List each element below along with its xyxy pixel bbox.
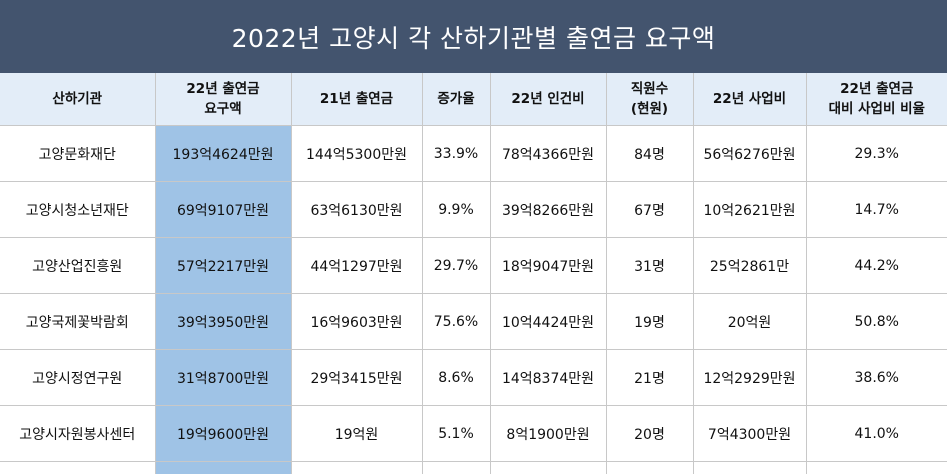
cell-22-personnel-cost: 14억8374만원 [490,350,606,406]
cell-21-contribution: 19억원 [291,406,422,462]
cell-staff-count: 19명 [606,294,693,350]
cell-22-project-cost: 12억2929만원 [693,350,806,406]
cell-22-project-cost: 25억2861만 [693,238,806,294]
cell-22-personnel-cost: 78억4366만원 [490,126,606,182]
table-row: 고양국제꽃박람회 39억3950만원 16억9603만원 75.6% 10억44… [0,294,947,350]
cell-increase-rate: 29.7% [422,238,490,294]
cell-empty [0,462,155,474]
cell-empty [693,462,806,474]
cell-21-contribution: 29억3415만원 [291,350,422,406]
cell-agency: 고양문화재단 [0,126,155,182]
cell-project-cost-ratio: 14.7% [806,182,947,238]
cell-increase-rate: 8.6% [422,350,490,406]
table-title: 2022년 고양시 각 산하기관별 출연금 요구액 [0,0,947,73]
cell-agency: 고양국제꽃박람회 [0,294,155,350]
cell-empty [606,462,693,474]
cell-agency: 고양시자원봉사센터 [0,406,155,462]
cell-agency: 고양산업진흥원 [0,238,155,294]
cell-project-cost-ratio: 50.8% [806,294,947,350]
cell-increase-rate: 33.9% [422,126,490,182]
cell-22-contribution-request: 193억4624만원 [155,126,291,182]
table-row: 고양산업진흥원 57억2217만원 44억1297만원 29.7% 18억904… [0,238,947,294]
cell-22-personnel-cost: 39억8266만원 [490,182,606,238]
table-row: 고양시자원봉사센터 19억9600만원 19억원 5.1% 8억1900만원 2… [0,406,947,462]
cell-agency: 고양시청소년재단 [0,182,155,238]
cell-empty [490,462,606,474]
cell-project-cost-ratio: 41.0% [806,406,947,462]
cell-22-personnel-cost: 10억4424만원 [490,294,606,350]
cell-22-project-cost: 20억원 [693,294,806,350]
header-21-contribution: 21년 출연금 [291,73,422,126]
header-22-project-cost: 22년 사업비 [693,73,806,126]
cell-agency: 고양시정연구원 [0,350,155,406]
cell-empty [291,462,422,474]
cell-21-contribution: 144억5300만원 [291,126,422,182]
cell-increase-rate: 75.6% [422,294,490,350]
cell-22-project-cost: 7억4300만원 [693,406,806,462]
cell-21-contribution: 16억9603만원 [291,294,422,350]
cell-22-contribution-request: 69억9107만원 [155,182,291,238]
table-row: 고양문화재단 193억4624만원 144억5300만원 33.9% 78억43… [0,126,947,182]
cell-increase-rate: 9.9% [422,182,490,238]
cell-staff-count: 31명 [606,238,693,294]
cell-project-cost-ratio: 38.6% [806,350,947,406]
header-22-personnel-cost: 22년 인건비 [490,73,606,126]
cell-empty [155,462,291,474]
cell-22-contribution-request: 19억9600만원 [155,406,291,462]
cell-22-personnel-cost: 8억1900만원 [490,406,606,462]
cell-empty [422,462,490,474]
cell-22-contribution-request: 31억8700만원 [155,350,291,406]
cell-staff-count: 84명 [606,126,693,182]
header-increase-rate: 증가율 [422,73,490,126]
cell-empty [806,462,947,474]
table-row: 고양시청소년재단 69억9107만원 63억6130만원 9.9% 39억826… [0,182,947,238]
cell-project-cost-ratio: 44.2% [806,238,947,294]
cell-21-contribution: 44억1297만원 [291,238,422,294]
cell-22-personnel-cost: 18억9047만원 [490,238,606,294]
cell-staff-count: 20명 [606,406,693,462]
table-row: 고양시정연구원 31억8700만원 29억3415만원 8.6% 14억8374… [0,350,947,406]
header-staff-count: 직원수(현원) [606,73,693,126]
cell-21-contribution: 63억6130만원 [291,182,422,238]
cell-22-contribution-request: 39억3950만원 [155,294,291,350]
header-agency: 산하기관 [0,73,155,126]
cell-staff-count: 21명 [606,350,693,406]
cell-22-project-cost: 10억2621만원 [693,182,806,238]
table-row-partial [0,462,947,474]
cell-increase-rate: 5.1% [422,406,490,462]
cell-project-cost-ratio: 29.3% [806,126,947,182]
cell-staff-count: 67명 [606,182,693,238]
cell-22-project-cost: 56억6276만원 [693,126,806,182]
cell-22-contribution-request: 57억2217만원 [155,238,291,294]
